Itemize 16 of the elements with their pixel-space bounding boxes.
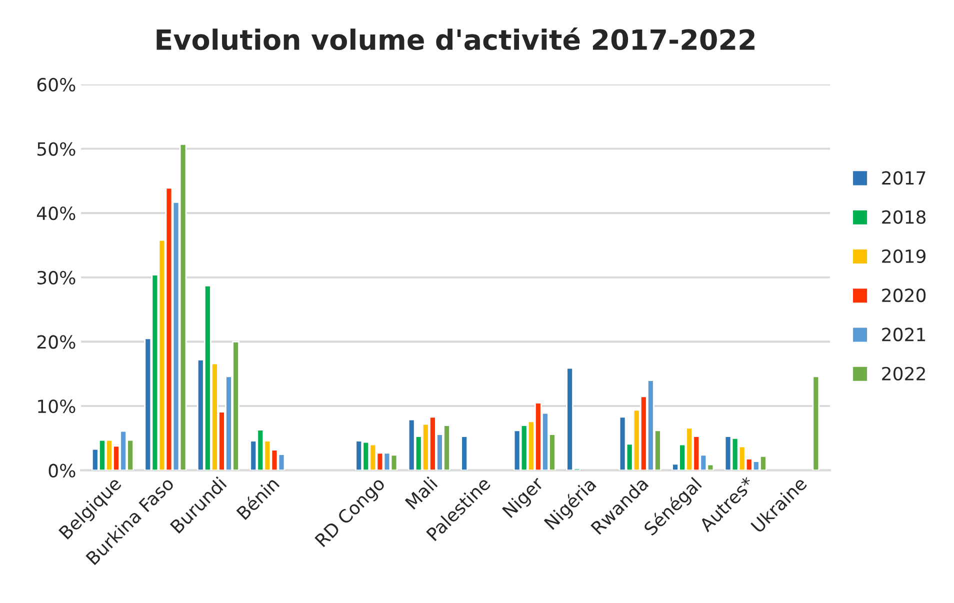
y-tick-label: 50% <box>37 142 76 156</box>
legend-label: 2021 <box>882 328 926 342</box>
y-tick-label: 10% <box>38 399 76 414</box>
legend-label: 2020 <box>882 288 926 302</box>
y-tick-label: 60% <box>37 78 76 92</box>
bar <box>460 436 468 470</box>
legend-label: 2019 <box>882 249 926 264</box>
y-tick-label: 40% <box>36 206 76 220</box>
legend-label: 2018 <box>882 210 926 224</box>
y-tick-label: 0% <box>48 464 76 478</box>
legend-label: 2022 <box>882 366 925 380</box>
bar <box>812 376 820 470</box>
legend-label: 2017 <box>882 171 926 185</box>
y-tick-label: 20% <box>37 335 76 349</box>
y-tick-label: 30% <box>37 270 76 284</box>
chart-title: Evolution volume d'activité 2017-2022 <box>156 27 754 50</box>
